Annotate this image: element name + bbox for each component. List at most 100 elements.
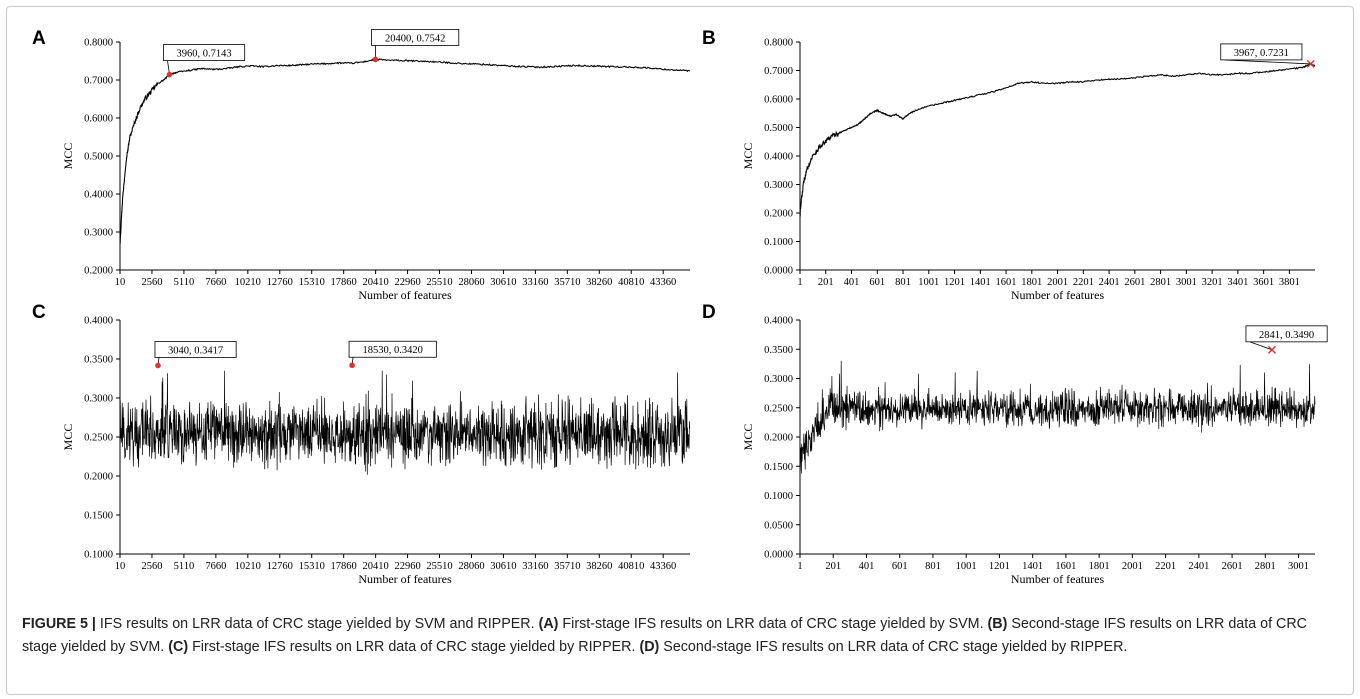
y-tick-label: 0.4000 bbox=[84, 316, 113, 327]
panel-letter-a: A bbox=[32, 28, 46, 49]
panel-letter-b: B bbox=[702, 28, 716, 49]
x-tick-label: 17860 bbox=[331, 277, 357, 288]
annotation-label: 3040, 0.3417 bbox=[168, 345, 223, 356]
y-tick-label: 0.5000 bbox=[764, 123, 793, 134]
x-tick-label: 801 bbox=[895, 277, 911, 288]
y-tick-label: 0.3000 bbox=[764, 180, 793, 191]
x-tick-label: 12760 bbox=[267, 561, 293, 572]
caption-part-d-text: Second-stage IFS results on LRR data of … bbox=[663, 639, 1128, 655]
x-tick-label: 7660 bbox=[205, 561, 226, 572]
y-axis-label: MCC bbox=[741, 424, 755, 451]
x-tick-label: 10210 bbox=[235, 277, 261, 288]
x-tick-label: 35710 bbox=[554, 561, 580, 572]
x-tick-label: 38260 bbox=[586, 561, 612, 572]
annotation-box bbox=[371, 29, 460, 46]
y-tick-label: 0.7000 bbox=[764, 66, 793, 77]
y-tick-label: 0.6000 bbox=[84, 114, 113, 125]
x-tick-label: 3401 bbox=[1227, 277, 1248, 288]
x-tick-label: 17860 bbox=[331, 561, 357, 572]
annotation-leader bbox=[1249, 341, 1273, 351]
x-tick-label: 35710 bbox=[554, 277, 580, 288]
x-tick-label: 2401 bbox=[1099, 277, 1120, 288]
x-tick-label: 1401 bbox=[970, 277, 991, 288]
x-tick-label: 1001 bbox=[918, 277, 939, 288]
y-tick-label: 0.1000 bbox=[764, 491, 793, 502]
x-axis-label: Number of features bbox=[1011, 288, 1105, 302]
caption-title: IFS results on LRR data of CRC stage yie… bbox=[99, 616, 535, 632]
figure-frame bbox=[6, 6, 1354, 695]
series-line bbox=[119, 58, 691, 245]
annotation-box bbox=[163, 44, 246, 61]
x-tick-label: 10210 bbox=[235, 561, 261, 572]
x-axis-label: Number of features bbox=[358, 572, 452, 586]
annotation-label: 18530, 0.3420 bbox=[363, 345, 423, 356]
x-tick-label: 7660 bbox=[205, 277, 226, 288]
caption-part-c-label: (C) bbox=[168, 639, 189, 655]
annotation-label: 3967, 0.7231 bbox=[1234, 48, 1289, 59]
chart-c: 0.1000 0.1500 0.2000 0.2500 0.3000 0.3500 0.40… bbox=[61, 316, 691, 586]
y-tick-label: 0.3000 bbox=[764, 374, 793, 385]
panel-letter-d: D bbox=[702, 302, 716, 323]
x-tick-label: 2001 bbox=[1122, 561, 1143, 572]
x-tick-label: 401 bbox=[859, 561, 875, 572]
x-tick-label: 2601 bbox=[1124, 277, 1145, 288]
annotation-marker bbox=[155, 362, 161, 369]
y-tick-label: 0.2000 bbox=[84, 266, 113, 277]
annotation-label: 3960, 0.7143 bbox=[177, 49, 232, 60]
caption-part-d-label: (D) bbox=[639, 639, 660, 655]
x-tick-label: 1401 bbox=[1022, 561, 1043, 572]
y-tick-label: 0.4000 bbox=[764, 152, 793, 163]
chart-b: 0.0000 0.1000 0.2000 0.3000 0.4000 0.5000 0.60… bbox=[741, 38, 1316, 302]
x-tick-label: 2601 bbox=[1222, 561, 1243, 572]
caption-part-a-text: First-stage IFS results on LRR data of C… bbox=[562, 616, 984, 632]
x-tick-label: 2560 bbox=[141, 277, 162, 288]
caption-figure-label: FIGURE 5 | bbox=[22, 616, 96, 632]
y-tick-label: 0.6000 bbox=[764, 95, 793, 106]
y-tick-label: 0.8000 bbox=[84, 38, 113, 49]
x-tick-label: 22960 bbox=[394, 277, 420, 288]
x-tick-label: 15310 bbox=[299, 277, 325, 288]
x-tick-label: 28060 bbox=[458, 561, 484, 572]
x-tick-label: 201 bbox=[818, 277, 834, 288]
panel-b: B 0.0000 0.1000 0.2000 0.3000 0.4000 0.5000 0.… bbox=[700, 22, 1340, 312]
x-tick-label: 40810 bbox=[618, 277, 644, 288]
y-tick-label: 0.7000 bbox=[84, 76, 113, 87]
x-tick-label: 1001 bbox=[956, 561, 977, 572]
series-line bbox=[119, 370, 691, 475]
x-tick-label: 1 bbox=[797, 277, 802, 288]
annotation-marker bbox=[1306, 59, 1315, 68]
series-line bbox=[799, 360, 1316, 474]
x-tick-label: 2201 bbox=[1073, 277, 1094, 288]
y-tick-label: 0.3000 bbox=[84, 228, 113, 239]
x-tick-label: 30610 bbox=[490, 561, 516, 572]
x-tick-label: 401 bbox=[844, 277, 860, 288]
panel-d: D 0.0000 0.0500 0.1000 0.1500 0.2000 0.2500 0.… bbox=[700, 300, 1340, 595]
y-tick-label: 0.0000 bbox=[764, 266, 793, 277]
x-tick-label: 40810 bbox=[618, 561, 644, 572]
annotation-box bbox=[154, 341, 237, 358]
x-tick-label: 22960 bbox=[394, 561, 420, 572]
x-tick-label: 3001 bbox=[1288, 561, 1309, 572]
annotation-box bbox=[1245, 325, 1328, 343]
figure-caption: FIGURE 5 | IFS results on LRR data of CR… bbox=[22, 613, 1342, 659]
x-tick-label: 15310 bbox=[299, 561, 325, 572]
y-tick-label: 0.2500 bbox=[764, 403, 793, 414]
annotation-label: 2841, 0.3490 bbox=[1259, 330, 1314, 341]
x-tick-label: 30610 bbox=[490, 277, 516, 288]
y-tick-label: 0.1500 bbox=[764, 462, 793, 473]
y-tick-label: 0.4000 bbox=[764, 316, 793, 327]
x-tick-label: 1201 bbox=[944, 277, 965, 288]
y-tick-label: 0.4000 bbox=[84, 190, 113, 201]
y-axis-label: MCC bbox=[61, 143, 75, 170]
y-tick-label: 0.0000 bbox=[764, 550, 793, 561]
x-tick-label: 601 bbox=[869, 277, 885, 288]
x-tick-label: 601 bbox=[892, 561, 908, 572]
y-tick-label: 0.2000 bbox=[764, 433, 793, 444]
x-tick-label: 25510 bbox=[426, 561, 452, 572]
chart-d: 0.0000 0.0500 0.1000 0.1500 0.2000 0.2500 0.30… bbox=[741, 316, 1328, 586]
x-tick-label: 25510 bbox=[426, 277, 452, 288]
x-axis-label: Number of features bbox=[358, 288, 452, 302]
x-tick-label: 801 bbox=[925, 561, 941, 572]
y-tick-label: 0.3500 bbox=[764, 345, 793, 356]
